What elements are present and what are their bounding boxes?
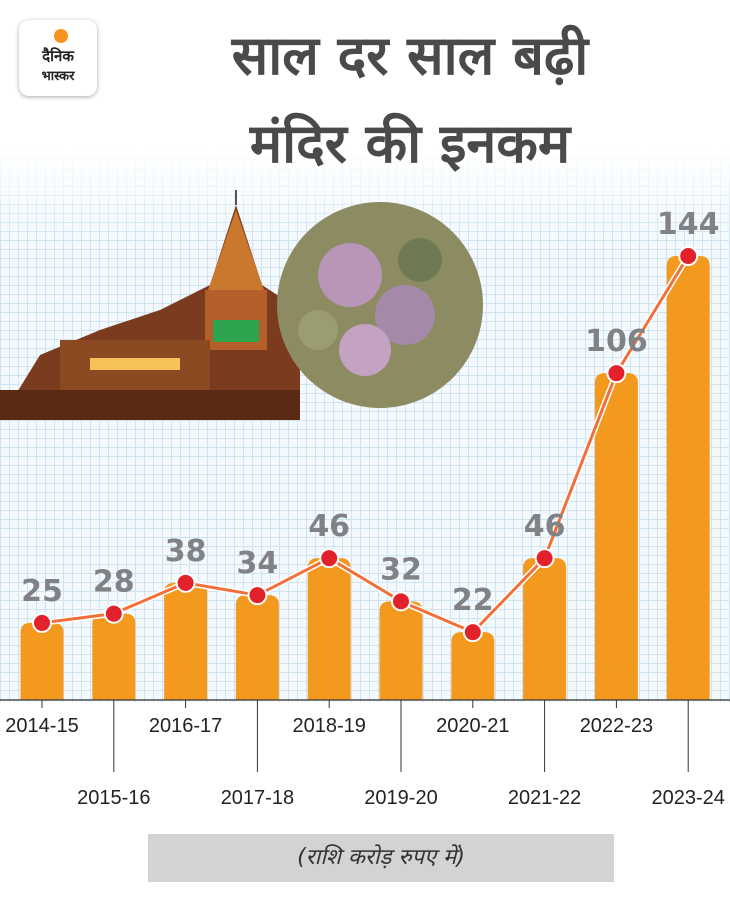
value-label-2014-15: 25	[21, 574, 63, 609]
value-label-2015-16: 28	[93, 565, 135, 600]
temple-icon	[0, 190, 300, 420]
tick-label-2020-21: 2020-21	[436, 715, 509, 737]
marker-2019-20	[391, 591, 411, 612]
marker-2022-23	[606, 363, 627, 384]
bar-2016-17	[164, 582, 208, 700]
tick-label-2016-17: 2016-17	[149, 715, 222, 737]
value-label-2021-22: 46	[524, 509, 566, 544]
value-label-2016-17: 38	[165, 534, 207, 569]
marker-2018-19	[319, 548, 340, 569]
marker-2014-15	[32, 612, 52, 633]
bar-2015-16	[92, 613, 136, 700]
bar-2022-23	[594, 373, 638, 700]
bar-2021-22	[523, 558, 567, 700]
bar-2020-21	[451, 632, 495, 700]
unit-note: (राशि करोड़ रुपए में)	[297, 845, 465, 870]
tick-label-2023-24: 2023-24	[651, 787, 724, 809]
trend-line-outline	[41, 254, 691, 636]
marker-2023-24	[678, 246, 699, 266]
tick-label-2022-23: 2022-23	[580, 715, 653, 737]
unit-note-box: (राशि करोड़ रुपए में)	[148, 834, 614, 882]
tick-label-2015-16: 2015-16	[77, 787, 150, 809]
value-label-2018-19: 46	[308, 509, 350, 544]
value-label-2020-21: 22	[452, 583, 494, 618]
temple-and-currency-illustration	[0, 190, 483, 420]
currency-pile-icon	[277, 202, 483, 408]
marker-2021-22	[534, 548, 555, 569]
brand-logo: दैनिक भास्कर	[19, 20, 97, 96]
bar-2018-19	[307, 558, 351, 700]
sun-icon	[54, 29, 68, 43]
bar-2014-15	[20, 622, 64, 700]
tick-label-2014-15: 2014-15	[5, 715, 78, 737]
tick-label-2018-19: 2018-19	[292, 715, 365, 737]
marker-2017-18	[247, 585, 268, 606]
bar-2017-18	[235, 595, 279, 700]
brand-line2: भास्कर	[41, 69, 75, 84]
brand-line1: दैनिक	[42, 47, 74, 65]
value-label-2019-20: 32	[380, 552, 422, 587]
chart-title-line2: मंदिर की इनकम	[249, 112, 571, 175]
tick-label-2019-20: 2019-20	[364, 787, 437, 809]
tick-label-2017-18: 2017-18	[221, 787, 294, 809]
marker-2016-17	[175, 572, 196, 593]
trend-line	[41, 255, 690, 634]
value-label-2017-18: 34	[237, 546, 279, 581]
value-label-2023-24: 144	[657, 207, 720, 242]
marker-2020-21	[462, 622, 483, 643]
bar-2019-20	[379, 601, 423, 700]
value-label-2022-23: 106	[585, 324, 648, 359]
marker-2015-16	[103, 603, 124, 624]
tick-label-2021-22: 2021-22	[508, 787, 581, 809]
bar-2023-24	[666, 256, 710, 700]
chart-title-line1: साल दर साल बढ़ी	[231, 24, 589, 87]
